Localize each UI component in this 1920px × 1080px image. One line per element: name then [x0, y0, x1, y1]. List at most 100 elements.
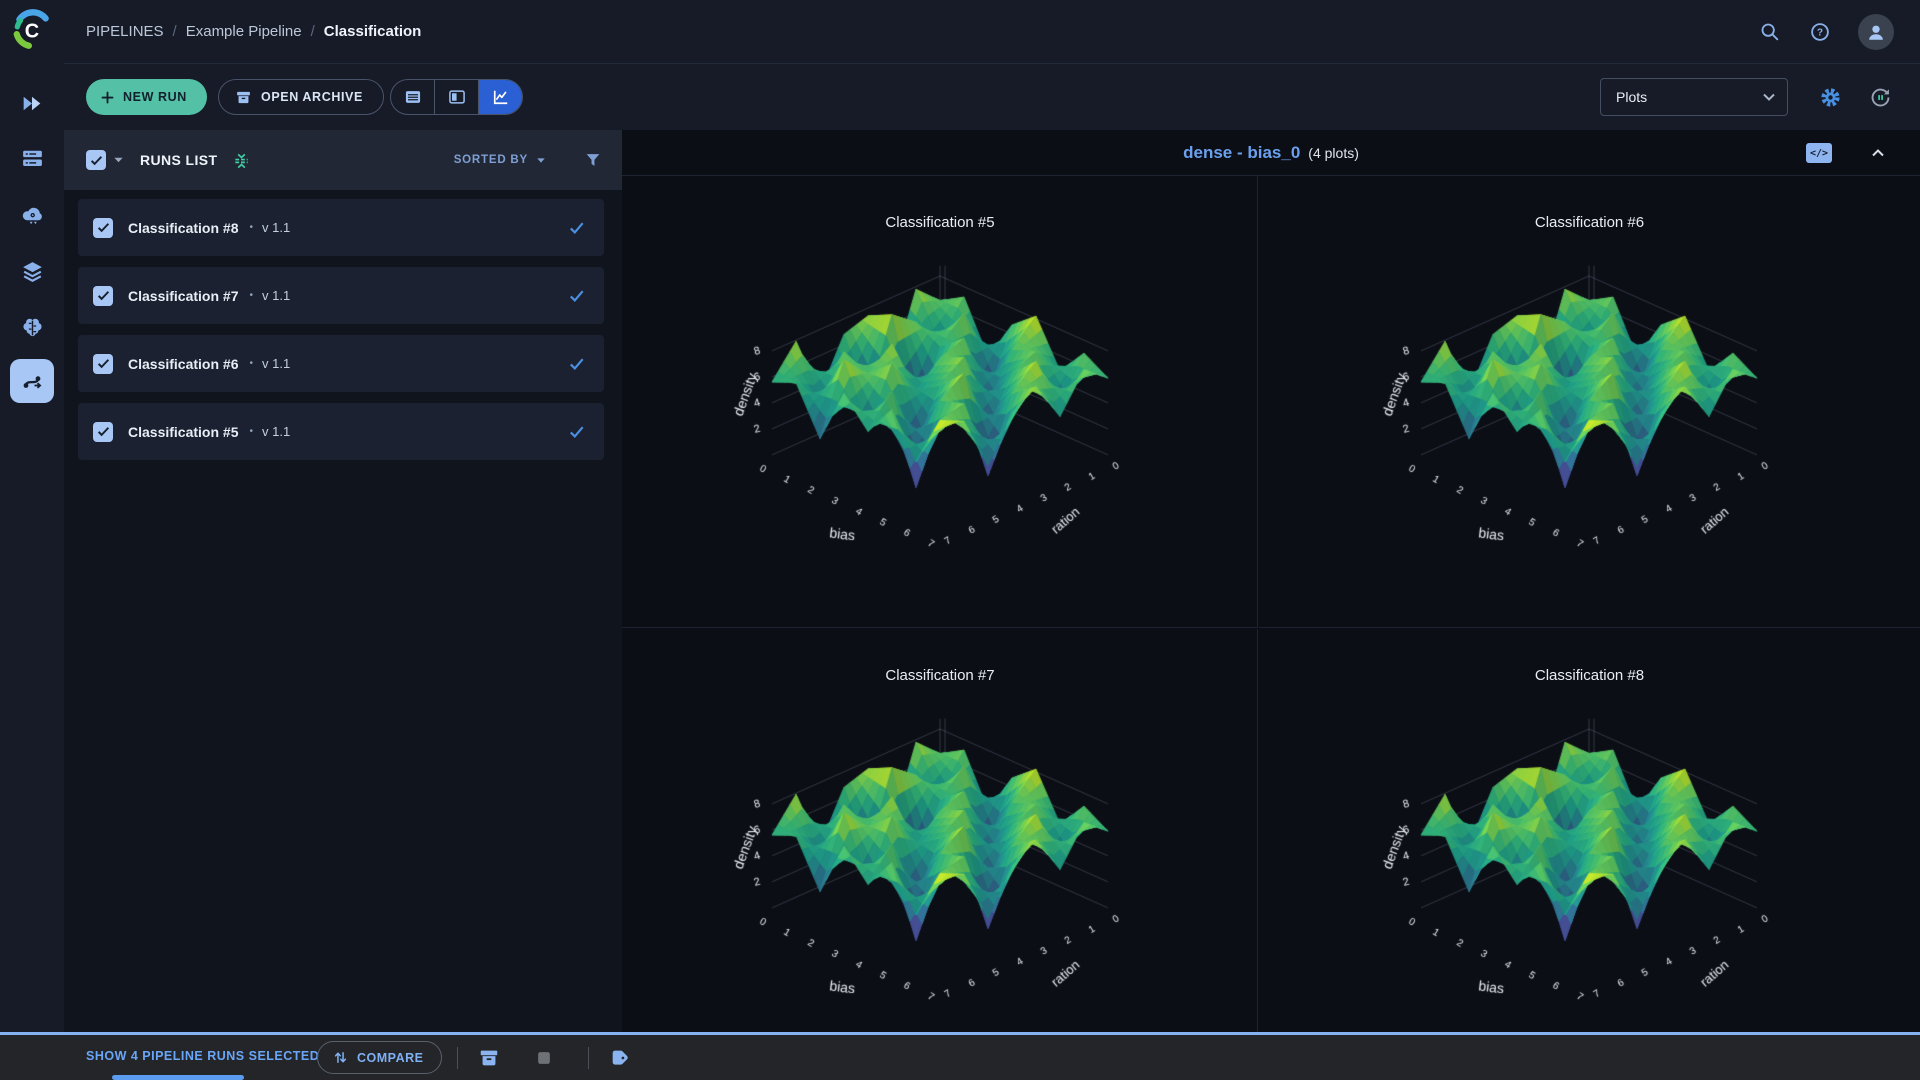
breadcrumb-current-page: Classification — [323, 23, 422, 40]
split-view-icon — [448, 90, 465, 104]
plot-title: Classification #5 — [885, 214, 995, 231]
check-icon — [97, 427, 109, 437]
sidebar-item-pipelines[interactable] — [10, 359, 54, 403]
projects-icon — [23, 96, 40, 110]
sidebar-item-cloud[interactable] — [0, 192, 64, 236]
layers-icon — [22, 261, 42, 282]
runs-panel: RUNS LIST SORTED BY Classification #8 • … — [64, 130, 622, 1032]
surface-plot-canvas[interactable] — [1369, 230, 1809, 610]
divider — [457, 1047, 458, 1069]
select-dropdown-caret[interactable] — [113, 156, 124, 164]
divider — [588, 1047, 589, 1069]
table-view-icon — [405, 91, 420, 103]
new-run-button[interactable]: NEW RUN — [86, 79, 207, 115]
archive-icon — [237, 91, 250, 103]
run-name: Classification #7 — [128, 287, 239, 304]
settings-gear-icon[interactable] — [1818, 85, 1842, 109]
surface-plot-canvas[interactable] — [720, 683, 1160, 1032]
run-bullet: • — [249, 290, 254, 301]
chevron-down-icon — [1763, 93, 1775, 101]
plots-view-button[interactable] — [478, 80, 522, 114]
surface-plot-canvas[interactable] — [720, 230, 1160, 610]
sidebar-item-datasets[interactable] — [0, 249, 64, 293]
plot-title: Classification #7 — [885, 667, 995, 684]
runs-list-header: RUNS LIST SORTED BY — [64, 130, 622, 190]
plots-view-icon — [493, 90, 507, 105]
plot-title: Classification #8 — [1534, 667, 1645, 684]
compare-icon — [334, 1052, 347, 1063]
plot-count-label: (4 plots) — [1308, 145, 1359, 161]
split-view-button[interactable] — [434, 80, 478, 114]
brain-icon — [22, 318, 42, 336]
plot-cell-classification-6[interactable]: Classification #6 — [1259, 176, 1920, 628]
run-version: v 1.1 — [262, 424, 291, 439]
plot-cell-classification-8[interactable]: Classification #8 — [1259, 629, 1920, 1032]
archive-selected-icon[interactable] — [477, 1046, 501, 1070]
plus-icon — [101, 91, 114, 103]
breadcrumb-pipelines[interactable]: PIPELINES — [86, 23, 164, 40]
breadcrumb-pipeline-name[interactable]: Example Pipeline — [185, 23, 302, 40]
run-checkbox[interactable] — [93, 353, 113, 374]
open-archive-button[interactable]: OPEN ARCHIVE — [218, 79, 384, 115]
run-version: v 1.1 — [262, 356, 291, 371]
metric-type-dropdown[interactable]: Plots — [1600, 78, 1788, 116]
svg-text:?: ? — [1817, 27, 1823, 38]
embed-code-icon[interactable]: </> — [1806, 143, 1832, 163]
run-checkbox[interactable] — [93, 217, 113, 238]
runs-list: Classification #8 • v 1.1 Classification… — [64, 190, 622, 460]
run-selected-check-icon — [567, 286, 586, 305]
cloud-gear-icon — [22, 207, 42, 224]
search-icon[interactable] — [1758, 20, 1782, 44]
sidebar-item-projects[interactable] — [0, 81, 64, 125]
compare-button[interactable]: COMPARE — [317, 1041, 443, 1074]
toolbar: NEW RUN OPEN ARCHIVE — [64, 64, 1920, 130]
run-selected-check-icon — [567, 422, 586, 441]
breadcrumb-separator: / — [172, 23, 177, 40]
check-icon — [97, 223, 109, 233]
plot-cell-classification-5[interactable]: Classification #5 — [622, 176, 1258, 628]
run-bullet: • — [249, 222, 254, 233]
run-name: Classification #5 — [128, 423, 239, 440]
table-view-button[interactable] — [391, 80, 434, 114]
sidebar-item-workers-queues[interactable] — [0, 136, 64, 180]
check-icon — [97, 359, 109, 369]
breadcrumb-separator: / — [310, 23, 315, 40]
selection-bottom-bar: SHOW 4 PIPELINE RUNS SELECTED COMPARE — [0, 1032, 1920, 1080]
select-all-checkbox[interactable] — [86, 150, 106, 170]
check-icon — [97, 291, 109, 301]
run-name: Classification #8 — [128, 219, 239, 236]
sort-tune-icon[interactable] — [232, 151, 251, 170]
selection-count-label[interactable]: SHOW 4 PIPELINE RUNS SELECTED — [86, 1049, 320, 1063]
run-row-classification-5[interactable]: Classification #5 • v 1.1 — [78, 403, 604, 460]
run-row-classification-8[interactable]: Classification #8 • v 1.1 — [78, 199, 604, 256]
plot-title: Classification #6 — [1534, 214, 1645, 231]
run-checkbox[interactable] — [93, 285, 113, 306]
help-icon[interactable]: ? — [1808, 20, 1832, 44]
run-row-classification-6[interactable]: Classification #6 • v 1.1 — [78, 335, 604, 392]
plot-cell-classification-7[interactable]: Classification #7 — [622, 629, 1258, 1032]
run-row-classification-7[interactable]: Classification #7 • v 1.1 — [78, 267, 604, 324]
run-version: v 1.1 — [262, 288, 291, 303]
sidebar: C — [0, 0, 64, 1032]
svg-text:C: C — [25, 20, 39, 42]
auto-refresh-icon[interactable] — [1868, 85, 1892, 109]
plots-group-header: dense - bias_0 (4 plots) </> — [622, 130, 1920, 176]
view-mode-toggle — [390, 79, 523, 115]
user-avatar[interactable] — [1858, 13, 1894, 50]
filter-icon[interactable] — [584, 151, 602, 169]
add-tag-icon[interactable] — [608, 1046, 632, 1070]
surface-plot-canvas[interactable] — [1369, 683, 1809, 1032]
run-name: Classification #6 — [128, 355, 239, 372]
collapse-section-icon[interactable] — [1870, 145, 1886, 161]
clearml-logo[interactable]: C — [9, 7, 55, 53]
run-selected-check-icon — [567, 218, 586, 237]
sorted-by-control[interactable]: SORTED BY — [454, 154, 546, 166]
run-checkbox[interactable] — [93, 421, 113, 442]
abort-runs-icon-disabled — [532, 1046, 556, 1070]
plot-group-title[interactable]: dense - bias_0 — [1183, 143, 1301, 162]
sidebar-item-models[interactable] — [0, 305, 64, 349]
run-selected-check-icon — [567, 354, 586, 373]
run-version: v 1.1 — [262, 220, 291, 235]
horizontal-scrollbar-thumb[interactable] — [112, 1075, 244, 1080]
